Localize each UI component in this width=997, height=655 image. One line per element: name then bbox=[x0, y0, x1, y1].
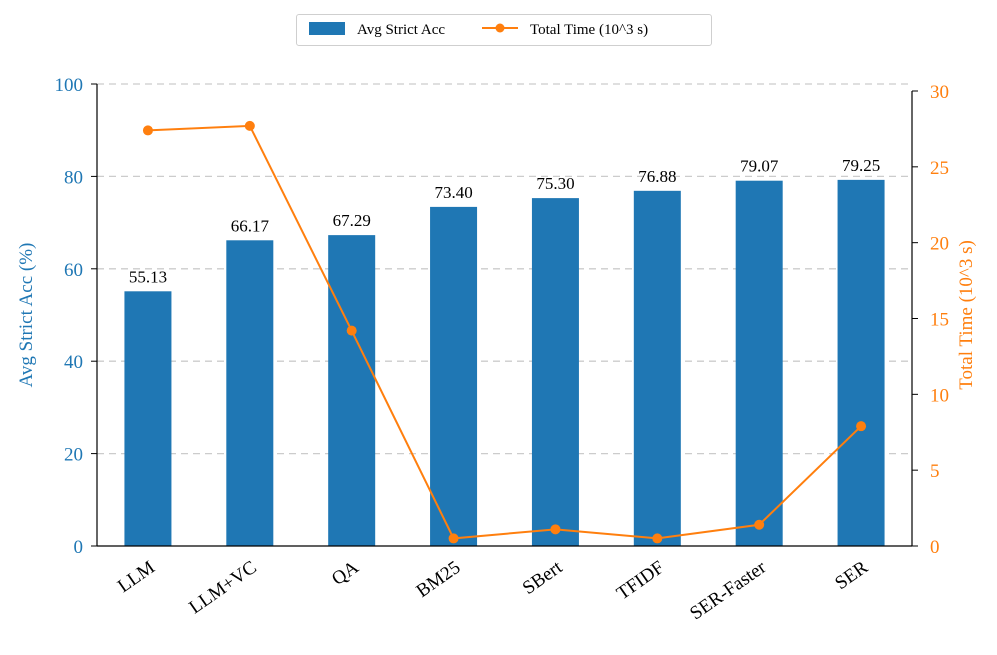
time-point bbox=[856, 421, 867, 432]
legend-items: Avg Strict Acc Total Time (10^3 s) bbox=[309, 22, 648, 38]
x-tick-label: TFIDF bbox=[613, 557, 668, 604]
time-point bbox=[550, 524, 561, 535]
y-right-tick-label: 0 bbox=[930, 537, 940, 558]
y-left-tick-label: 40 bbox=[64, 352, 83, 373]
bar bbox=[531, 198, 579, 546]
bar-series bbox=[124, 179, 885, 547]
legend-line-marker bbox=[495, 23, 505, 33]
x-tick-label: LLM+VC bbox=[185, 557, 260, 618]
bar-value-label: 73.40 bbox=[434, 183, 472, 202]
axes: 0 20 40 60 80 100 0 5 10 15 20 25 30 LLM LLM+VC QA BM25 S… bbox=[55, 75, 950, 624]
bar-value-label: 76.88 bbox=[638, 167, 676, 186]
y-right-tick-label: 10 bbox=[930, 385, 949, 406]
time-point bbox=[346, 325, 357, 336]
y-right-tick-label: 30 bbox=[930, 82, 949, 103]
x-tick-label: SER bbox=[831, 557, 872, 594]
y-left-tick-label: 0 bbox=[74, 537, 84, 558]
bar-value-label: 55.13 bbox=[129, 267, 167, 286]
y-left-tick-label: 60 bbox=[64, 260, 83, 281]
grid-lines bbox=[97, 83, 912, 455]
bar bbox=[328, 235, 376, 547]
bar bbox=[735, 180, 783, 546]
bar-value-labels: 55.13 66.17 67.29 73.40 75.30 76.88 79.07 79.25 bbox=[129, 156, 880, 286]
time-point bbox=[142, 125, 153, 136]
y-left-tick-label: 100 bbox=[55, 75, 84, 96]
y-axis-right-label: Total Time (10^3 s) bbox=[956, 240, 977, 390]
x-tick-label: BM25 bbox=[413, 557, 465, 602]
x-tick-label: SBert bbox=[519, 556, 567, 598]
y-axis-left-label: Avg Strict Acc (%) bbox=[16, 243, 37, 388]
bar-value-label: 79.07 bbox=[740, 157, 779, 176]
bar bbox=[837, 179, 885, 547]
y-right-tick-label: 15 bbox=[930, 310, 949, 331]
legend-line-label: Total Time (10^3 s) bbox=[530, 22, 648, 38]
y-right-tick-label: 25 bbox=[930, 158, 949, 179]
bar-value-label: 75.30 bbox=[536, 174, 574, 193]
time-point bbox=[448, 533, 459, 544]
bar bbox=[226, 240, 274, 546]
y-right-tick-label: 20 bbox=[930, 234, 949, 255]
y-left-tick-label: 80 bbox=[64, 167, 83, 188]
bar bbox=[124, 291, 172, 546]
y-left-tick-label: 20 bbox=[64, 445, 83, 466]
legend-bar-swatch bbox=[309, 22, 345, 35]
legend-bar-label: Avg Strict Acc bbox=[357, 22, 445, 38]
time-point bbox=[244, 120, 255, 131]
time-point bbox=[652, 533, 663, 544]
bar-value-label: 66.17 bbox=[231, 216, 270, 235]
y-right-tick-label: 5 bbox=[930, 461, 940, 482]
bar-value-label: 67.29 bbox=[333, 211, 371, 230]
x-tick-label: QA bbox=[328, 557, 363, 590]
bar-value-label: 79.25 bbox=[842, 156, 880, 175]
x-tick-label: LLM bbox=[114, 557, 159, 597]
line-series bbox=[142, 120, 867, 544]
bar bbox=[633, 190, 681, 547]
time-point bbox=[754, 519, 765, 530]
time-line bbox=[147, 124, 862, 540]
bar bbox=[430, 206, 478, 546]
x-tick-label: SER-Faster bbox=[686, 557, 770, 625]
